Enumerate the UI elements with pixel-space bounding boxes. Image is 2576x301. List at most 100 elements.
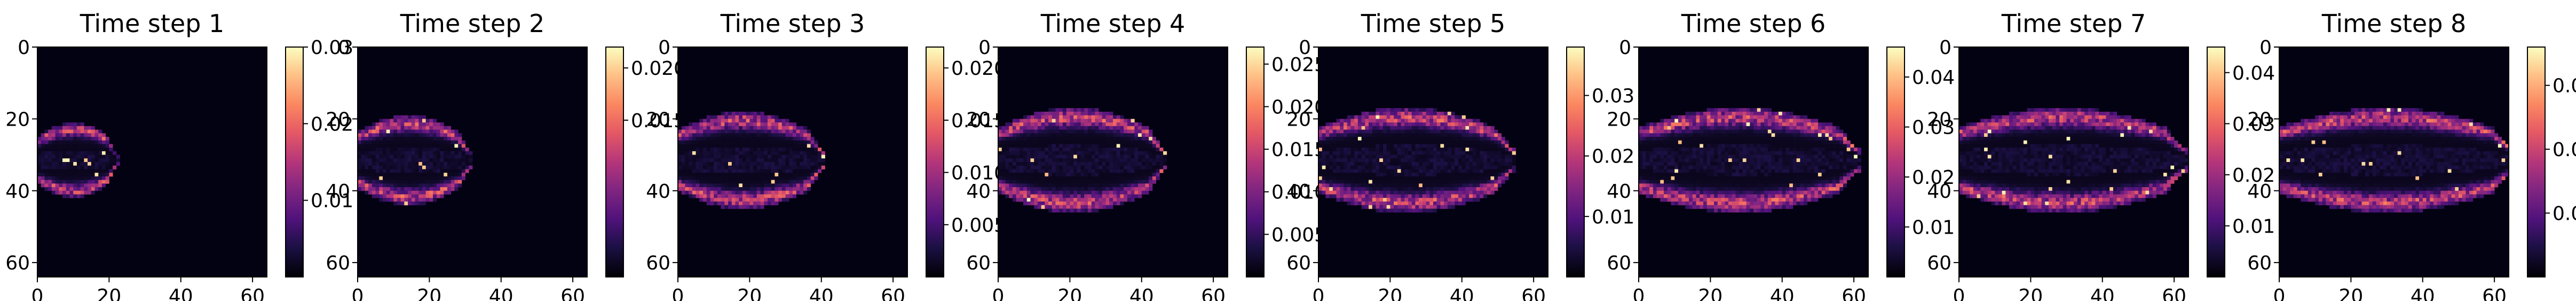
heatmap-cell [678,136,682,141]
heatmap-cell [1102,176,1106,180]
heatmap-cell [88,190,92,195]
heatmap-cell [728,183,732,188]
heatmap-cell [998,165,1002,169]
heatmap-cell [742,162,747,166]
heatmap-cell [1746,126,1750,130]
heatmap-cell [810,165,815,169]
heatmap-cell [368,158,373,163]
heatmap-cell [59,169,63,173]
heatmap-cell [1034,194,1038,198]
heatmap-cell [746,162,750,166]
heatmap-cell [379,133,383,137]
heatmap-cell [1764,108,1768,112]
heatmap-cell [433,119,437,123]
heatmap-cell [678,148,682,152]
heatmap-cell [778,158,783,163]
heatmap-cell [1070,205,1074,209]
heatmap-cell [1099,122,1103,127]
heatmap-cell [458,148,462,152]
heatmap-cell [469,155,473,159]
heatmap-cell [1026,122,1031,127]
heatmap-cell [1750,140,1754,144]
heatmap-cell [1052,180,1056,184]
heatmap-cell [678,165,682,169]
heatmap-cell [685,151,689,155]
heatmap-cell [1084,169,1088,173]
heatmap-cell [1344,158,1348,163]
heatmap-cell [1344,169,1348,173]
heatmap-cell [814,151,818,155]
heatmap-cell [1030,140,1034,144]
heatmap-cell [814,144,818,148]
heatmap-cell [1336,144,1340,148]
heatmap-cell [1714,111,1718,116]
heatmap-cell [1070,198,1074,202]
heatmap-cell [1095,194,1099,198]
heatmap-cell [1408,169,1412,173]
heatmap-cell [789,180,793,184]
heatmap-cell [1045,187,1049,191]
heatmap-cell [1369,173,1373,177]
heatmap-cell [731,162,736,166]
heatmap-cell [1023,180,1028,184]
heatmap-cell [1656,136,1661,141]
heatmap-cell [771,176,775,180]
heatmap-cell [1811,122,1815,127]
heatmap-cell [422,173,426,177]
heatmap-cell [771,180,775,184]
heatmap-cell [706,158,710,163]
colorbar [606,47,623,277]
heatmap-cell [375,190,380,195]
heatmap-cell [88,129,92,134]
heatmap-cell [735,183,739,188]
heatmap-cell [1120,176,1124,180]
heatmap-cell [1458,136,1463,141]
heatmap-cell [1037,115,1042,119]
heatmap-cell [1052,190,1056,195]
heatmap-cell [728,169,732,173]
heatmap-cell [400,173,405,177]
heatmap-cell [358,144,362,148]
heatmap-cell [372,169,376,173]
heatmap-cell [51,165,56,169]
heatmap-cell [756,180,761,184]
heatmap-cell [1009,173,1013,177]
heatmap-cell [433,151,437,155]
heatmap-cell [1012,151,1016,155]
heatmap-cell [1073,155,1078,159]
heatmap-cell [1016,129,1020,134]
heatmap-cell [1461,155,1466,159]
heatmap-cell [1376,209,1380,213]
heatmap-cell [803,144,808,148]
heatmap-cell [1742,111,1747,116]
heatmap-cell [1080,115,1085,119]
heatmap-cell [105,151,109,155]
heatmap-cell [1433,190,1437,195]
heatmap-cell [1490,133,1495,137]
heatmap-cell [699,122,704,127]
heatmap-cell [789,183,793,188]
heatmap-cell [1131,169,1135,173]
heatmap-cell [1386,201,1390,206]
heatmap-cell [1703,126,1708,130]
heatmap-cell [998,169,1002,173]
heatmap-cell [1336,122,1340,127]
heatmap-cell [1746,119,1750,123]
heatmap-cell [1026,162,1031,166]
heatmap-cell [1419,173,1423,177]
heatmap-cell [1062,129,1067,134]
heatmap-cell [760,190,764,195]
heatmap-cell [80,155,84,159]
heatmap-cell [41,176,45,180]
heatmap-cell [1084,176,1088,180]
heatmap-cell [91,162,95,166]
heatmap-cell [1476,129,1480,134]
heatmap-cell [1152,140,1157,144]
heatmap-cell [1404,148,1409,152]
heatmap-cell [1347,144,1351,148]
heatmap-cell [1415,144,1419,148]
heatmap-cell [1376,198,1380,202]
heatmap-cell [1016,194,1020,198]
heatmap-cell [425,148,430,152]
heatmap-cell [1325,173,1330,177]
